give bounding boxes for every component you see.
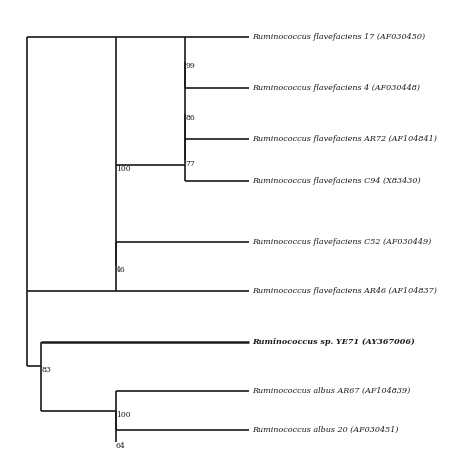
Text: Ruminococcus albus 20 (AF030451): Ruminococcus albus 20 (AF030451) <box>252 426 399 434</box>
Text: Ruminococcus flavefaciens C52 (AF030449): Ruminococcus flavefaciens C52 (AF030449) <box>252 237 431 246</box>
Text: 83: 83 <box>41 366 51 374</box>
Text: 99: 99 <box>185 63 195 70</box>
Text: 77: 77 <box>185 160 195 168</box>
Text: Ruminococcus flavefaciens AR46 (AF104837): Ruminococcus flavefaciens AR46 (AF104837… <box>252 287 437 294</box>
Text: 100: 100 <box>116 165 130 173</box>
Text: Ruminococcus flavefaciens 17 (AF030450): Ruminococcus flavefaciens 17 (AF030450) <box>252 33 425 41</box>
Text: 64: 64 <box>116 442 126 450</box>
Text: 46: 46 <box>116 266 126 274</box>
Text: 100: 100 <box>116 410 130 419</box>
Text: Ruminococcus flavefaciens C94 (X83430): Ruminococcus flavefaciens C94 (X83430) <box>252 177 420 185</box>
Text: Ruminococcus sp. YE71 (AY367006): Ruminococcus sp. YE71 (AY367006) <box>252 338 415 346</box>
Text: Ruminococcus albus AR67 (AF104839): Ruminococcus albus AR67 (AF104839) <box>252 387 410 395</box>
Text: 86: 86 <box>185 114 195 122</box>
Text: Ruminococcus flavefaciens 4 (AF030448): Ruminococcus flavefaciens 4 (AF030448) <box>252 84 420 92</box>
Text: Ruminococcus flavefaciens AR72 (AF104841): Ruminococcus flavefaciens AR72 (AF104841… <box>252 135 437 143</box>
